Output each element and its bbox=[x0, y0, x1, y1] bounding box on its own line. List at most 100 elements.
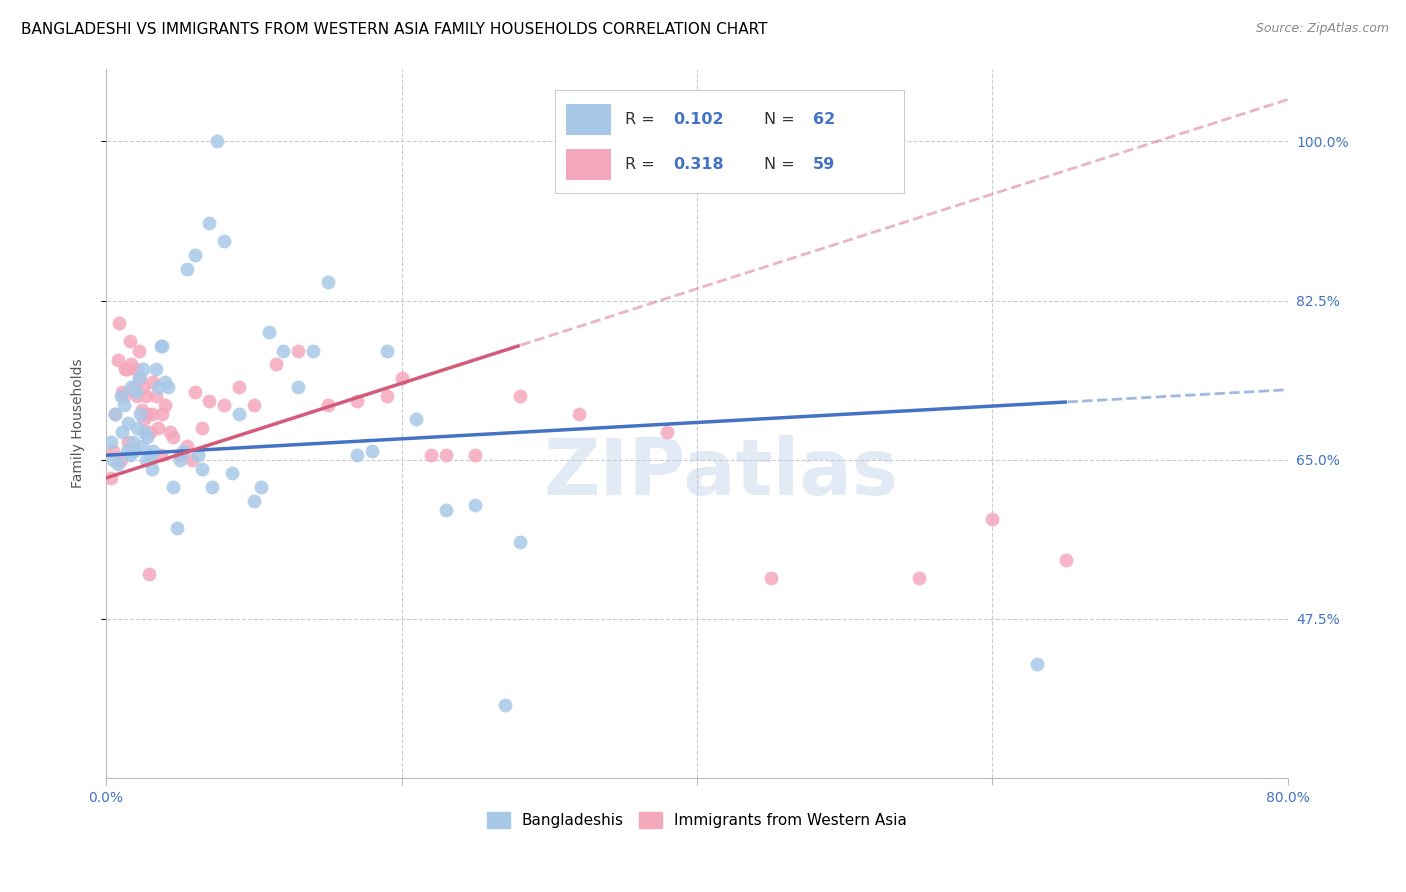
Point bbox=[464, 448, 486, 462]
Point bbox=[139, 425, 162, 440]
Point bbox=[187, 448, 209, 462]
Point bbox=[243, 493, 266, 508]
Point bbox=[250, 480, 273, 494]
Point bbox=[375, 343, 398, 358]
Point bbox=[132, 361, 155, 376]
Point bbox=[117, 417, 139, 431]
Point bbox=[162, 480, 184, 494]
Point bbox=[221, 467, 243, 481]
Point bbox=[111, 425, 134, 440]
Point bbox=[146, 421, 169, 435]
Point bbox=[107, 458, 129, 472]
Point bbox=[134, 412, 156, 426]
Point bbox=[287, 380, 309, 394]
Point bbox=[103, 452, 125, 467]
Point bbox=[146, 380, 169, 394]
Point bbox=[120, 380, 142, 394]
Point bbox=[145, 389, 167, 403]
Point bbox=[112, 398, 135, 412]
Point bbox=[145, 361, 167, 376]
Point bbox=[212, 398, 235, 412]
Point bbox=[198, 216, 221, 230]
Point bbox=[191, 421, 214, 435]
Point bbox=[405, 412, 427, 426]
Point bbox=[110, 389, 132, 403]
Point bbox=[176, 439, 198, 453]
Point bbox=[180, 452, 202, 467]
Point bbox=[121, 434, 143, 449]
Y-axis label: Family Households: Family Households bbox=[72, 359, 86, 488]
Point bbox=[103, 443, 125, 458]
Point bbox=[150, 407, 173, 421]
Point bbox=[361, 443, 384, 458]
Point bbox=[128, 343, 150, 358]
Point bbox=[124, 361, 146, 376]
Point bbox=[118, 334, 141, 349]
Point bbox=[129, 407, 152, 421]
Point bbox=[257, 326, 280, 340]
Point bbox=[176, 261, 198, 276]
Point bbox=[149, 448, 172, 462]
Point bbox=[132, 380, 155, 394]
Legend: Bangladeshis, Immigrants from Western Asia: Bangladeshis, Immigrants from Western As… bbox=[481, 806, 914, 834]
Point bbox=[169, 448, 191, 462]
Point bbox=[346, 448, 368, 462]
Point bbox=[108, 316, 131, 330]
Point bbox=[149, 339, 172, 353]
Point bbox=[243, 398, 266, 412]
Text: Source: ZipAtlas.com: Source: ZipAtlas.com bbox=[1256, 22, 1389, 36]
Point bbox=[112, 389, 135, 403]
Point bbox=[107, 352, 129, 367]
Point bbox=[172, 443, 194, 458]
Point bbox=[122, 443, 145, 458]
Point bbox=[759, 571, 782, 585]
Point bbox=[114, 361, 136, 376]
Point bbox=[141, 407, 163, 421]
Point bbox=[115, 443, 138, 458]
Point bbox=[153, 376, 176, 390]
Point bbox=[136, 430, 159, 444]
Point bbox=[136, 407, 159, 421]
Text: ZIPatlas: ZIPatlas bbox=[543, 435, 898, 511]
Point bbox=[150, 339, 173, 353]
Point bbox=[346, 393, 368, 408]
Text: BANGLADESHI VS IMMIGRANTS FROM WESTERN ASIA FAMILY HOUSEHOLDS CORRELATION CHART: BANGLADESHI VS IMMIGRANTS FROM WESTERN A… bbox=[21, 22, 768, 37]
Point bbox=[162, 430, 184, 444]
Point bbox=[509, 389, 531, 403]
Point bbox=[212, 235, 235, 249]
Point bbox=[115, 361, 138, 376]
Point bbox=[264, 357, 287, 371]
Point bbox=[142, 376, 165, 390]
Point bbox=[135, 389, 157, 403]
Point bbox=[316, 276, 339, 290]
Point bbox=[1025, 657, 1047, 672]
Point bbox=[434, 448, 457, 462]
Point bbox=[273, 343, 295, 358]
Point bbox=[228, 407, 250, 421]
Point bbox=[205, 134, 228, 148]
Point bbox=[494, 698, 516, 713]
Point bbox=[302, 343, 325, 358]
Point bbox=[104, 407, 127, 421]
Point bbox=[138, 566, 160, 581]
Point bbox=[981, 512, 1004, 526]
Point bbox=[110, 452, 132, 467]
Point bbox=[124, 384, 146, 399]
Point bbox=[391, 371, 413, 385]
Point bbox=[104, 407, 127, 421]
Point bbox=[135, 452, 157, 467]
Point bbox=[228, 380, 250, 394]
Point bbox=[134, 425, 156, 440]
Point bbox=[100, 471, 122, 485]
Point bbox=[141, 462, 163, 476]
Point bbox=[183, 248, 205, 262]
Point bbox=[464, 498, 486, 512]
Point bbox=[657, 425, 679, 440]
Point bbox=[169, 452, 191, 467]
Point bbox=[375, 389, 398, 403]
Point bbox=[131, 402, 153, 417]
Point bbox=[159, 425, 181, 440]
Point bbox=[117, 434, 139, 449]
Point bbox=[139, 448, 162, 462]
Point bbox=[100, 434, 122, 449]
